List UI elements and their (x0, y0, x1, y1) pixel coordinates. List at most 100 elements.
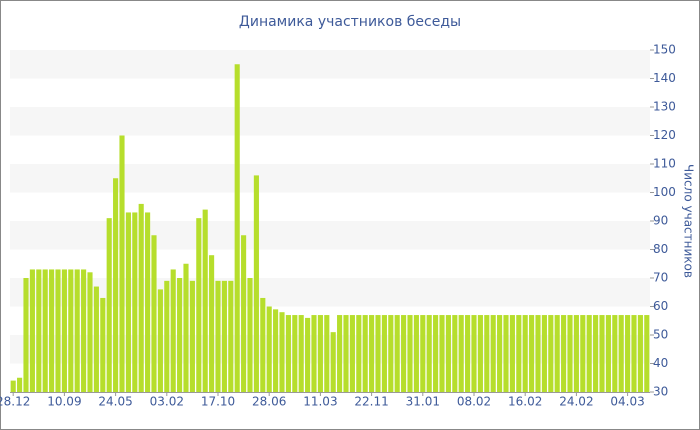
bar (10, 380, 16, 392)
bar (631, 315, 637, 392)
bar (471, 315, 477, 392)
x-tick-label: 03.02 (150, 395, 184, 409)
bar (548, 315, 554, 392)
bar (586, 315, 592, 392)
bar (247, 278, 253, 392)
y-tick-label: 30 (653, 385, 668, 399)
bar (452, 315, 458, 392)
bar (170, 269, 176, 392)
y-axis-title: Число участников (682, 164, 696, 278)
bar (164, 280, 170, 392)
bar (349, 315, 355, 392)
x-tick-label: 28.12 (0, 395, 30, 409)
y-tick-label: 120 (653, 128, 676, 142)
bar (561, 315, 567, 392)
bar (260, 297, 266, 392)
bar (253, 175, 259, 392)
bar (541, 315, 547, 392)
y-tick-label: 50 (653, 328, 668, 342)
bar (273, 309, 279, 392)
bar (381, 315, 387, 392)
grid-band (10, 278, 650, 307)
bar (554, 315, 560, 392)
bar (445, 315, 451, 392)
bar (36, 269, 42, 392)
bar (55, 269, 61, 392)
bar (311, 315, 317, 392)
x-tick-label: 24.02 (559, 395, 593, 409)
bar (138, 203, 144, 392)
bar (215, 280, 221, 392)
bar (503, 315, 509, 392)
bar (516, 315, 522, 392)
bar (177, 278, 183, 392)
y-tick-label: 130 (653, 100, 676, 114)
x-tick-label: 31.01 (406, 395, 440, 409)
bar (132, 212, 138, 392)
x-tick-label: 10.09 (47, 395, 81, 409)
grid-band (10, 107, 650, 136)
bar (151, 235, 157, 392)
grid-band (10, 221, 650, 250)
y-tick-label: 150 (653, 43, 676, 57)
x-tick-label: 17.10 (201, 395, 235, 409)
bar (388, 315, 394, 392)
bar (509, 315, 515, 392)
bar (529, 315, 535, 392)
bar (356, 315, 362, 392)
y-tick-label: 90 (653, 214, 668, 228)
bar (285, 315, 291, 392)
bar (93, 286, 99, 392)
bar (439, 315, 445, 392)
bar (305, 317, 311, 392)
bar (343, 315, 349, 392)
bar (330, 332, 336, 392)
bar (522, 315, 528, 392)
bar (196, 218, 202, 392)
bar (292, 315, 298, 392)
bar (567, 315, 573, 392)
bar (23, 278, 29, 392)
bar (113, 178, 119, 392)
bar (100, 297, 106, 392)
x-tick-label: 22.11 (354, 395, 388, 409)
bar (49, 269, 55, 392)
bar (484, 315, 490, 392)
bar (106, 218, 112, 392)
bar (81, 269, 87, 392)
x-tick-label: 16.02 (508, 395, 542, 409)
bar (68, 269, 74, 392)
bar (573, 315, 579, 392)
y-tick-label: 70 (653, 271, 668, 285)
bar (119, 135, 125, 392)
x-tick-label: 11.03 (303, 395, 337, 409)
bar (401, 315, 407, 392)
bar (625, 315, 631, 392)
bar (618, 315, 624, 392)
bar (375, 315, 381, 392)
bar (420, 315, 426, 392)
bar (580, 315, 586, 392)
bar (228, 280, 234, 392)
x-tick-label: 04.03 (610, 395, 644, 409)
bar (324, 315, 330, 392)
bar (266, 306, 272, 392)
bar (599, 315, 605, 392)
y-tick-label: 40 (653, 356, 668, 370)
bar (189, 280, 195, 392)
bar (241, 235, 247, 392)
bar (221, 280, 227, 392)
grid-band (10, 50, 650, 79)
bar (637, 315, 643, 392)
bar (337, 315, 343, 392)
y-tick-label: 80 (653, 242, 668, 256)
grid-band (10, 335, 650, 364)
bar (279, 312, 285, 392)
bar (298, 315, 304, 392)
chart-title: Динамика участников беседы (239, 14, 461, 30)
grid-band (10, 164, 650, 193)
y-tick-label: 110 (653, 157, 676, 171)
bar (183, 263, 189, 392)
y-tick-label: 60 (653, 299, 668, 313)
